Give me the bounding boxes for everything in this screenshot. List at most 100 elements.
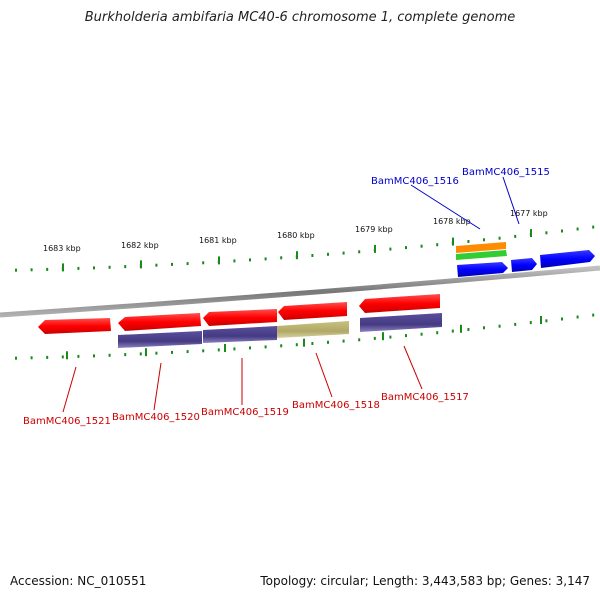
feature-bar-purple-1520[interactable] [118, 331, 202, 348]
scale-tick-minor [30, 268, 33, 272]
gene-label-bammc406-1519[interactable]: BamMC406_1519 [201, 407, 289, 418]
scale-tick-minor [342, 339, 345, 343]
scale-tick-major [540, 316, 542, 324]
scale-tick-minor [483, 238, 485, 242]
scale-tick-minor [93, 266, 95, 270]
scale-ticks-lower [15, 313, 595, 360]
leader-bammc406-1517 [403, 345, 423, 390]
gene-arrow-bammc406-1515b[interactable] [540, 250, 595, 268]
scale-tick-minor [108, 353, 111, 357]
scale-tick-major [382, 332, 384, 341]
scale-tick-minor [592, 313, 595, 317]
accession-text: Accession: NC_010551 [10, 574, 147, 588]
gene-arrow-bammc406-1515a[interactable] [511, 258, 537, 272]
scale-label-1681: 1681 kbp [199, 236, 237, 245]
scale-tick-minor [295, 343, 298, 347]
scale-tick-minor [139, 352, 142, 356]
scale-tick-minor [124, 353, 127, 357]
gene-arrow-bammc406-1521[interactable] [38, 318, 111, 334]
scale-tick-minor [436, 331, 439, 335]
scale-tick-minor [249, 346, 251, 350]
scale-tick-minor [561, 317, 563, 321]
scale-tick-minor [46, 267, 49, 271]
scale-tick-major [224, 344, 226, 352]
scale-tick-minor [202, 349, 205, 353]
scale-label-1679: 1679 kbp [355, 225, 393, 234]
scale-tick-minor [233, 347, 236, 351]
scale-tick-minor [576, 227, 579, 231]
scale-tick-minor [233, 259, 236, 263]
scale-tick-minor [264, 345, 267, 349]
scale-tick-minor [545, 319, 548, 323]
gene-arrow-orange[interactable] [456, 242, 506, 253]
scale-tick-minor [467, 240, 470, 243]
scale-tick-minor [108, 265, 111, 269]
scale-tick-minor [202, 261, 205, 265]
gene-label-bammc406-1521[interactable]: BamMC406_1521 [23, 416, 111, 427]
gene-arrow-green[interactable] [456, 250, 507, 260]
scale-tick-minor [576, 315, 579, 319]
gene-arrow-bammc406-1517[interactable] [359, 294, 440, 313]
gene-labels: BamMC406_1516 BamMC406_1515 BamMC406_152… [23, 167, 550, 427]
scale-ticks-upper [15, 225, 595, 272]
scale-tick-minor [77, 354, 80, 358]
scale-tick-minor [93, 354, 95, 358]
scale-tick-minor [171, 262, 173, 266]
scale-tick-minor [77, 266, 80, 270]
gene-label-bammc406-1515[interactable]: BamMC406_1515 [462, 167, 550, 178]
scale-tick-minor [436, 243, 439, 247]
feature-bar-purple-1517[interactable] [360, 313, 442, 332]
scale-tick-major [452, 237, 454, 246]
scale-tick-minor [327, 252, 329, 256]
scale-tick-minor [30, 356, 33, 360]
gene-label-bammc406-1520[interactable]: BamMC406_1520 [112, 412, 200, 423]
scale-tick-minor [311, 254, 314, 257]
scale-tick-minor [15, 268, 17, 272]
scale-tick-minor [405, 334, 407, 338]
scale-tick-minor [264, 257, 267, 261]
map-title: Burkholderia ambifaria MC40-6 chromosome… [84, 10, 516, 25]
reverse-strand-features [38, 294, 442, 348]
genome-summary-text: Topology: circular; Length: 3,443,583 bp… [260, 574, 590, 588]
scale-tick-minor [373, 336, 376, 340]
scale-tick-major [140, 260, 142, 269]
scale-tick-minor [358, 250, 361, 254]
scale-tick-minor [529, 321, 532, 325]
gene-arrow-bammc406-1518[interactable] [278, 302, 347, 320]
scale-tick-minor [420, 244, 423, 248]
gene-label-bammc406-1517[interactable]: BamMC406_1517 [381, 392, 469, 403]
scale-tick-minor [342, 251, 345, 255]
gene-arrow-bammc406-1519[interactable] [203, 309, 277, 326]
scale-label-1678: 1678 kbp [433, 217, 471, 226]
scale-tick-major [145, 348, 147, 357]
feature-bar-purple-1519[interactable] [203, 326, 277, 343]
gene-label-bammc406-1516[interactable]: BamMC406_1516 [371, 176, 459, 187]
scale-tick-major [374, 244, 376, 253]
scale-tick-minor [545, 231, 548, 235]
scale-labels: 1683 kbp 1682 kbp 1681 kbp 1680 kbp 1679… [43, 209, 548, 253]
scale-tick-major [66, 351, 68, 360]
scale-tick-minor [389, 247, 392, 251]
scale-tick-minor [514, 322, 517, 326]
scale-tick-major [62, 263, 64, 272]
scale-tick-major [296, 251, 298, 260]
scale-tick-minor [389, 335, 392, 339]
scale-tick-minor [61, 355, 64, 359]
scale-tick-minor [498, 236, 501, 240]
leader-bammc406-1521 [62, 366, 77, 413]
gene-arrow-bammc406-1520[interactable] [118, 313, 201, 331]
scale-tick-minor [483, 326, 485, 330]
feature-bar-olive-1518[interactable] [277, 321, 349, 338]
scale-tick-minor [498, 324, 501, 328]
scale-tick-minor [155, 351, 158, 355]
scale-tick-minor [451, 329, 454, 333]
leader-bammc406-1516 [410, 184, 481, 230]
scale-tick-minor [358, 338, 361, 342]
gene-label-bammc406-1518[interactable]: BamMC406_1518 [292, 400, 380, 411]
scale-tick-minor [186, 350, 189, 354]
scale-label-1682: 1682 kbp [121, 241, 159, 250]
gene-arrow-bammc406-1516[interactable] [457, 262, 508, 277]
scale-label-1683: 1683 kbp [43, 244, 81, 253]
scale-tick-major [303, 338, 305, 347]
